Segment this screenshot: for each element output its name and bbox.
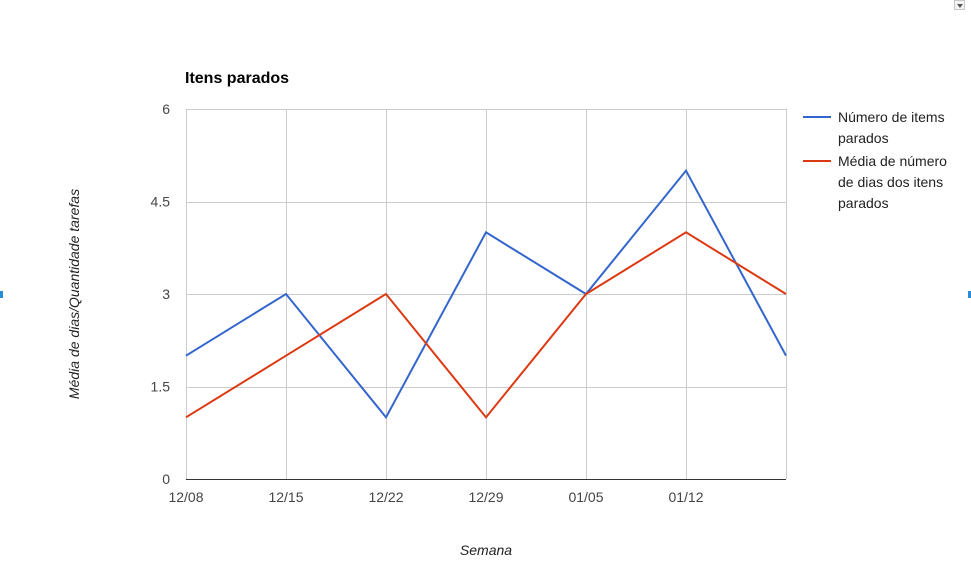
y-tick-label: 3 [162,286,170,302]
legend-label: parados [838,130,889,146]
legend[interactable]: Número de items parados Média de número de … [803,109,947,211]
x-axis-ticks: 12/08 12/15 12/22 12/29 01/05 01/12 [168,489,703,505]
x-axis-title: Semana [460,542,512,558]
y-tick-label: 0 [162,471,170,487]
legend-item[interactable]: Média de número de dias dos itens parados [803,153,947,211]
x-tick-label: 01/05 [568,489,603,505]
x-tick-label: 12/15 [268,489,303,505]
series-line [185,168,787,420]
x-tick-label: 01/12 [668,489,703,505]
series-lines [185,168,787,420]
y-tick-label: 1.5 [151,379,171,395]
gridlines [186,109,787,480]
left-resize-handle[interactable] [0,291,3,298]
legend-label: Média de número [838,153,947,169]
legend-label: de dias dos itens [838,174,943,190]
y-axis-title: Média de dias/Quantidade tarefas [66,189,82,399]
right-resize-handle[interactable] [968,291,971,298]
x-tick-label: 12/22 [368,489,403,505]
y-tick-label: 4.5 [151,194,171,210]
y-tick-label: 6 [162,101,170,117]
x-tick-label: 12/29 [468,489,503,505]
x-tick-label: 12/08 [168,489,203,505]
y-axis-ticks: 0 1.5 3 4.5 6 [151,101,171,487]
legend-item[interactable]: Número de items parados [803,109,945,146]
series-line [185,231,787,419]
chart-menu-dropdown[interactable] [954,0,965,10]
legend-label: parados [838,195,889,211]
chart-title: Itens parados [185,70,289,87]
legend-label: Número de items [838,109,945,125]
